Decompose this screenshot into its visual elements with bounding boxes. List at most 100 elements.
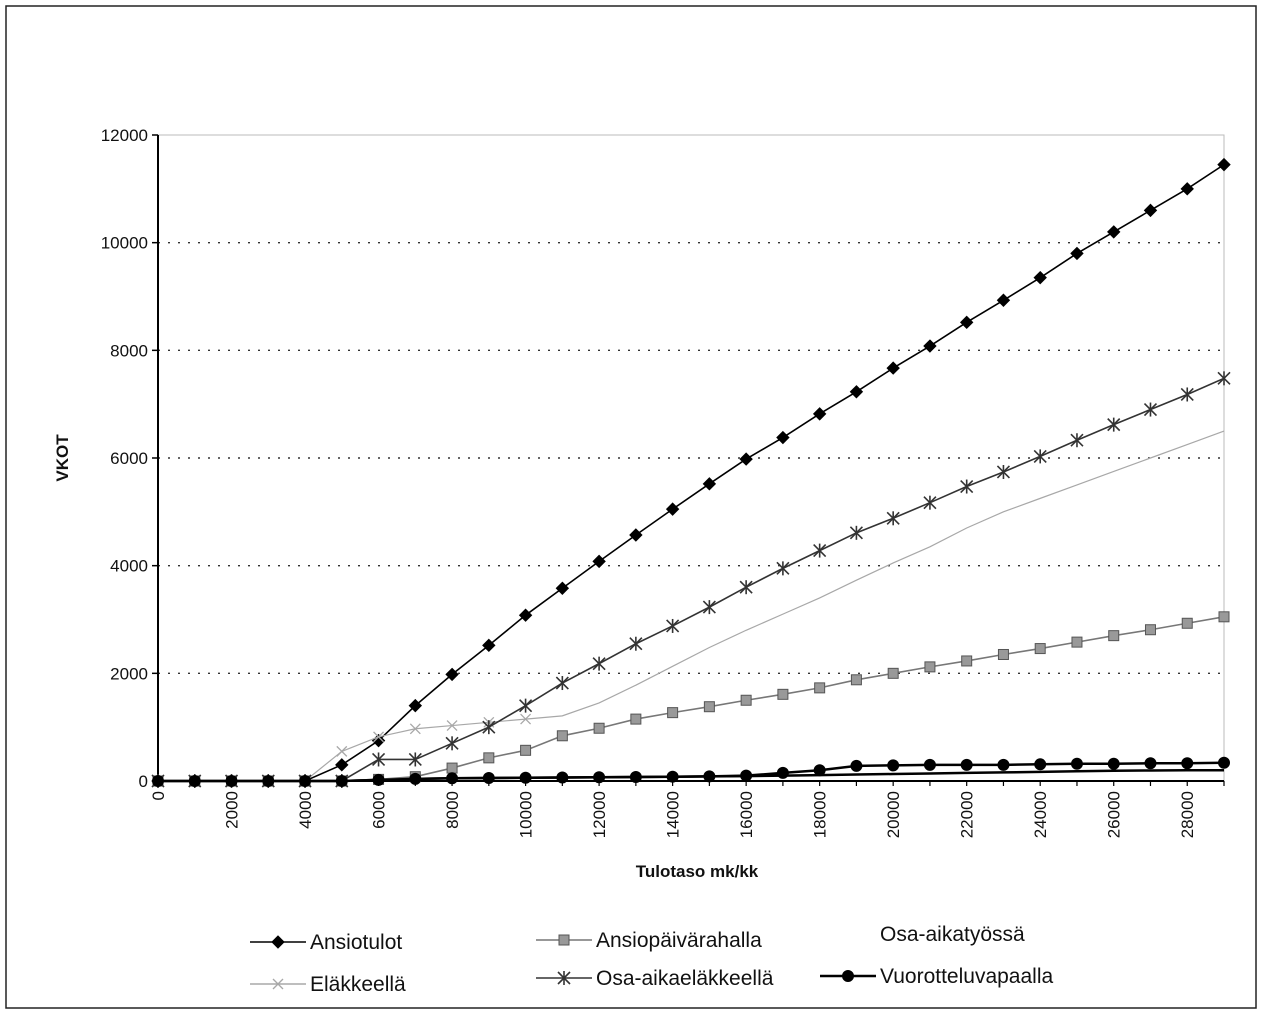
series-0-point-24: [1033, 270, 1047, 285]
x-tick-label-6000: 6000: [370, 791, 389, 829]
series-0-point-15: [702, 477, 717, 491]
legend-marker-0: [271, 935, 285, 949]
series-4-point-18: [813, 543, 827, 558]
series-4-point-15: [702, 600, 716, 615]
legend-marker-1: [558, 934, 570, 946]
series-0-point-20: [886, 361, 900, 375]
series-3-point-10: [520, 713, 532, 725]
series-4-point-8: [445, 736, 459, 751]
legend-item-2: Osa-aikatyössä: [880, 923, 1025, 946]
series-4-point-16: [739, 580, 753, 595]
series-1-point-29: [1218, 611, 1230, 623]
series-1-point-12: [593, 722, 605, 734]
series-1-point-16: [740, 694, 752, 706]
series-1-point-14: [667, 707, 679, 719]
y-tick-label-12000: 12000: [101, 126, 148, 145]
series-1-point-18: [814, 682, 826, 694]
series-5-point-8: [446, 772, 459, 785]
series-5-point-17: [776, 766, 789, 779]
series-3-point-7-b: [409, 723, 421, 735]
series-0-point-19: [849, 385, 864, 399]
legend-label-2: Osa-aikatyössä: [880, 923, 1025, 946]
series-4-point-28: [1180, 387, 1194, 402]
series-1-point-15: [703, 701, 715, 713]
series-0-point-28: [1180, 182, 1194, 196]
series-1-point-22: [961, 655, 973, 667]
series-0-point-26: [1107, 225, 1121, 239]
series-3-point-6-b: [373, 731, 385, 743]
x-tick-label-2000: 2000: [223, 791, 242, 829]
series-4-point-24: [1033, 449, 1047, 464]
series-1-point-26: [1108, 630, 1120, 642]
y-axis-title: VKOT: [53, 434, 72, 482]
series-4-point-11: [555, 676, 569, 691]
series-1-point-24: [1034, 643, 1046, 655]
series-1-point-13: [630, 713, 642, 725]
series-1-point-9: [483, 752, 495, 764]
series-1-point-20: [887, 667, 899, 679]
series-4-point-25: [1070, 433, 1084, 448]
legend-marker-4: [557, 971, 571, 985]
series-0-point-13: [629, 528, 643, 542]
series-1-point-10: [520, 744, 532, 756]
series-5-point-27: [1144, 757, 1157, 770]
series-1-point-19: [850, 674, 862, 686]
series-5-point-4: [299, 775, 312, 787]
series-4-point-10: [519, 698, 533, 713]
series-3-point-7: [409, 723, 421, 735]
x-tick-label-4000: 4000: [296, 791, 315, 829]
series-4-line: [158, 377, 1225, 782]
series-4-point-17: [776, 561, 790, 576]
series-4-point-27: [1143, 402, 1158, 417]
legend-item-4: Osa-aikaeläkkeellä: [536, 967, 774, 990]
legend: Ansiotulot Ansiopäivärahalla Osa-aikatyöss…: [250, 923, 1053, 996]
series-3-point-8-b: [446, 720, 458, 732]
series-0-line: [158, 163, 1225, 782]
series-5-point-29: [1218, 756, 1230, 769]
legend-label-5: Vuorotteluvapaalla: [880, 965, 1053, 988]
series-4-point-12: [592, 656, 606, 671]
series-3-point-8: [446, 720, 458, 732]
series-1-point-8: [446, 762, 458, 774]
legend-label-1: Ansiopäivärahalla: [596, 929, 762, 952]
series-1-point-17: [777, 688, 789, 700]
series-4: [151, 371, 1231, 788]
legend-item-3: Eläkkeellä: [250, 973, 406, 996]
series-5-point-14: [666, 770, 679, 783]
series-0-point-7: [408, 698, 423, 713]
x-tick-label-24000: 24000: [1031, 791, 1050, 838]
series-0-point-16: [739, 452, 753, 466]
outer-border: [5, 5, 1257, 1009]
series-1-point-28: [1181, 617, 1193, 629]
x-tick-label-26000: 26000: [1105, 791, 1124, 838]
series-1: [152, 611, 1230, 787]
y-tick-label-0: 0: [139, 772, 148, 791]
y-tick-label-6000: 6000: [110, 449, 148, 468]
series-4-point-13: [629, 636, 643, 651]
series-3-line: [158, 430, 1225, 782]
series-0-point-18: [812, 407, 827, 421]
series-5-point-9: [482, 772, 495, 785]
series-0-point-12: [592, 554, 606, 569]
axis-layer: [152, 134, 1225, 786]
legend-marker-5: [842, 970, 854, 982]
series-5-point-20: [887, 759, 900, 772]
series-4-point-6: [371, 752, 386, 767]
series-5-point-19: [850, 759, 863, 772]
series-1-point-27: [1144, 624, 1156, 636]
series-5-point-1: [188, 775, 201, 787]
series-4-point-14: [666, 618, 680, 633]
series-5-point-21: [923, 758, 936, 771]
series-5-point-16: [740, 769, 753, 782]
legend-item-0: Ansiotulot: [250, 931, 402, 954]
legend-item-1: Ansiopäivärahalla: [536, 929, 762, 952]
series-4-point-29: [1217, 371, 1231, 386]
series-5-point-11: [556, 771, 569, 784]
series-5-point-28: [1181, 757, 1194, 770]
series-4-point-26: [1107, 417, 1121, 432]
y-tick-label-2000: 2000: [110, 664, 148, 683]
series-5-point-6: [372, 773, 385, 786]
legend-marker-3-b: [272, 978, 284, 990]
series-1-point-23: [997, 648, 1009, 660]
